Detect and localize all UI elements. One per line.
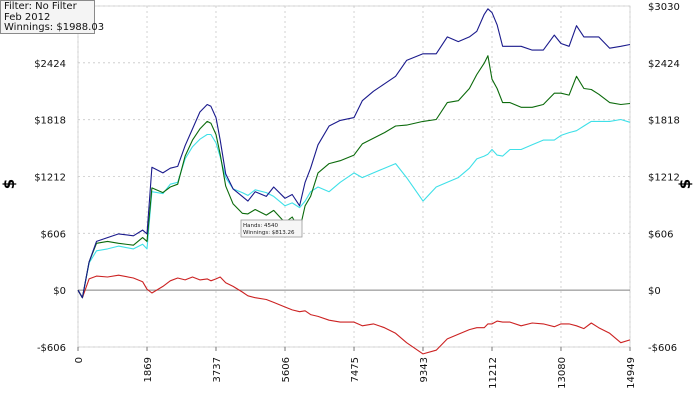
tooltip-hands: Hands: 4540 xyxy=(243,223,278,229)
period-label: Feb 2012 xyxy=(4,11,51,23)
y-tick-label-right: -$606 xyxy=(648,343,677,354)
series-line-cyan xyxy=(77,118,631,299)
series-line-green xyxy=(77,55,631,299)
filter-label: Filter: No Filter xyxy=(4,1,77,12)
y-tick-label-left: -$606 xyxy=(37,343,66,354)
y-tick-label-right: $0 xyxy=(648,286,661,297)
y-tick-label-right: $2424 xyxy=(648,59,680,70)
hover-tooltip: Hands: 4540 Winnings: $813.26 xyxy=(240,219,303,238)
y-tick-label-left: $1818 xyxy=(34,116,66,127)
x-tick-label: 9343 xyxy=(419,357,430,382)
label-layer: $ $ xyxy=(0,179,694,189)
y-tick-label-right: $606 xyxy=(648,229,673,240)
x-tick-label: 11212 xyxy=(488,357,499,389)
axis-layer: -$606 -$606 $0 $0 $606 $606 $1212 $1212 $1818 $18… xyxy=(34,2,680,389)
x-tick-label: 14949 xyxy=(626,357,637,389)
series-line-total xyxy=(77,8,631,299)
x-tick-label: 1869 xyxy=(143,357,154,382)
winnings-label: Winnings: $1988.03 xyxy=(4,22,105,34)
y-tick-label-right: $1212 xyxy=(648,173,680,184)
y-tick-label-left: $0 xyxy=(53,286,66,297)
y-tick-label-left: $2424 xyxy=(34,59,66,70)
tooltip-box xyxy=(240,219,303,238)
y-tick-label-left: $606 xyxy=(41,229,66,240)
y-axis-label-left: $ xyxy=(0,179,18,189)
x-tick-label: 5606 xyxy=(281,357,292,382)
x-tick-label: 0 xyxy=(74,357,85,363)
x-tick-label: 7475 xyxy=(350,357,361,382)
grid-layer xyxy=(77,5,631,348)
x-tick-label: 3737 xyxy=(212,357,223,382)
y-tick-label-right: $1818 xyxy=(648,116,680,127)
x-tick-label: 13080 xyxy=(557,357,568,389)
series-layer xyxy=(77,8,631,355)
y-tick-label-left: $1212 xyxy=(34,173,66,184)
tooltip-winnings: Winnings: $813.26 xyxy=(243,230,295,236)
y-tick-label-right: $3030 xyxy=(648,2,680,13)
y-axis-label-right: $ xyxy=(676,179,694,189)
filter-info-box: Filter: No Filter Feb 2012 Winnings: $19… xyxy=(0,0,105,34)
series-line-red xyxy=(77,274,631,355)
